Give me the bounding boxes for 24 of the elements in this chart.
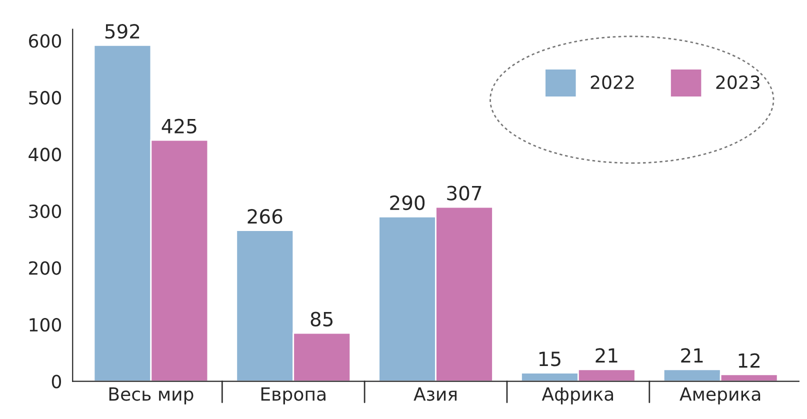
- y-tick-label: 200: [29, 261, 62, 275]
- y-tick-label: 400: [28, 148, 62, 162]
- y-tick-label: 500: [29, 90, 62, 105]
- data-label: 15: [539, 352, 560, 366]
- data-label: 21: [681, 348, 703, 363]
- data-label: 85: [310, 312, 333, 326]
- y-tick-label: 600: [29, 34, 62, 48]
- data-label: 290: [390, 195, 425, 210]
- x-tick-label: Весь мир: [109, 387, 194, 404]
- x-tick-label: Африка: [542, 387, 614, 404]
- x-tick-label: Европа: [261, 387, 326, 404]
- data-label: 425: [162, 118, 196, 134]
- data-label: 307: [447, 186, 482, 200]
- data-label: 592: [105, 24, 140, 39]
- legend-label: 2023: [716, 75, 760, 90]
- data-label: 12: [738, 353, 760, 368]
- legend-label: 2022: [590, 75, 634, 90]
- y-tick-label: 300: [29, 204, 62, 218]
- data-label: 21: [596, 348, 618, 363]
- y-tick-label: 0: [52, 374, 62, 388]
- y-tick-label: 100: [30, 318, 62, 332]
- x-tick-label: Азия: [414, 387, 457, 401]
- x-tick-label: Америка: [680, 387, 760, 404]
- data-label: 266: [248, 209, 282, 224]
